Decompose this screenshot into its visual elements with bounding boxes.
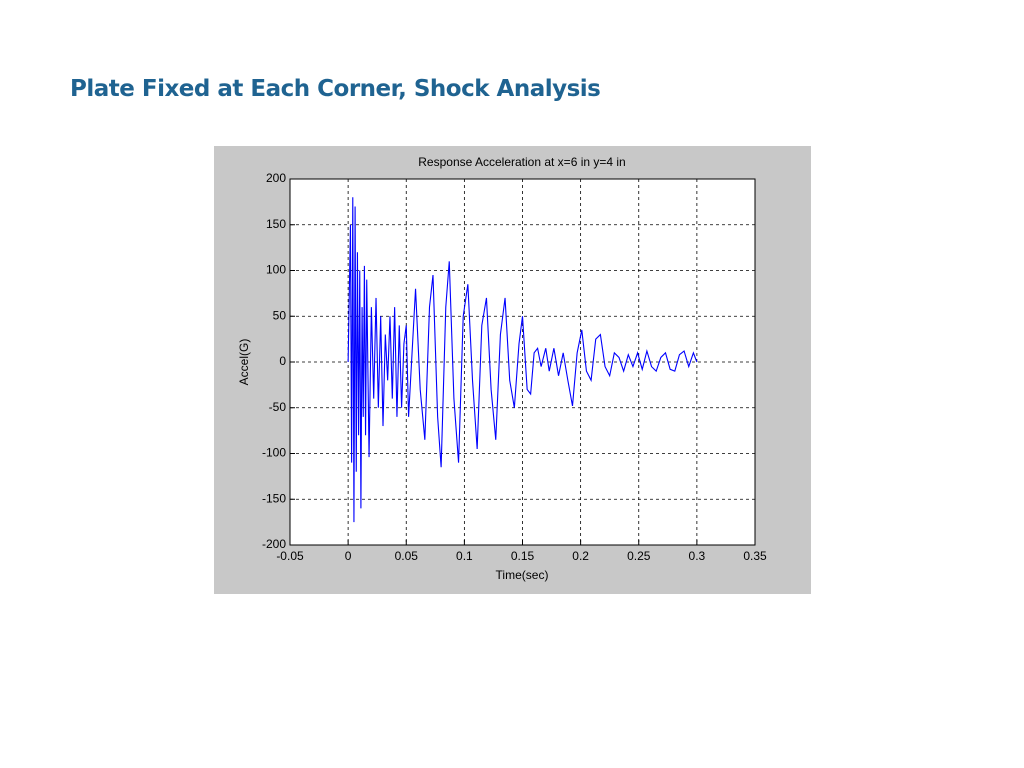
x-tick-label: 0 — [345, 549, 352, 563]
x-tick-label: -0.05 — [276, 549, 304, 563]
x-tick-label: 0.05 — [395, 549, 419, 563]
x-axis-label: Time(sec) — [496, 568, 549, 582]
chart-title: Response Acceleration at x=6 in y=4 in — [418, 155, 625, 169]
x-tick-label: 0.1 — [456, 549, 473, 563]
y-tick-label: 200 — [266, 171, 286, 185]
x-tick-label: 0.2 — [572, 549, 589, 563]
y-tick-label: 100 — [266, 263, 286, 277]
y-tick-label: -100 — [262, 446, 286, 460]
x-tick-label: 0.35 — [743, 549, 767, 563]
y-tick-label: -50 — [269, 400, 287, 414]
y-tick-label: 0 — [279, 354, 286, 368]
axes-box — [289, 178, 756, 546]
y-tick-label: 50 — [273, 308, 287, 322]
y-axis-label: Accel(G) — [237, 339, 251, 386]
x-tick-label: 0.15 — [511, 549, 535, 563]
x-tick-label: 0.25 — [627, 549, 651, 563]
y-tick-label: -150 — [262, 491, 286, 505]
slide-title: Plate Fixed at Each Corner, Shock Analys… — [70, 76, 601, 102]
y-tick-label: 150 — [266, 217, 286, 231]
y-tick-label: -200 — [262, 537, 286, 551]
data-line — [347, 197, 698, 523]
x-tick-label: 0.3 — [689, 549, 706, 563]
